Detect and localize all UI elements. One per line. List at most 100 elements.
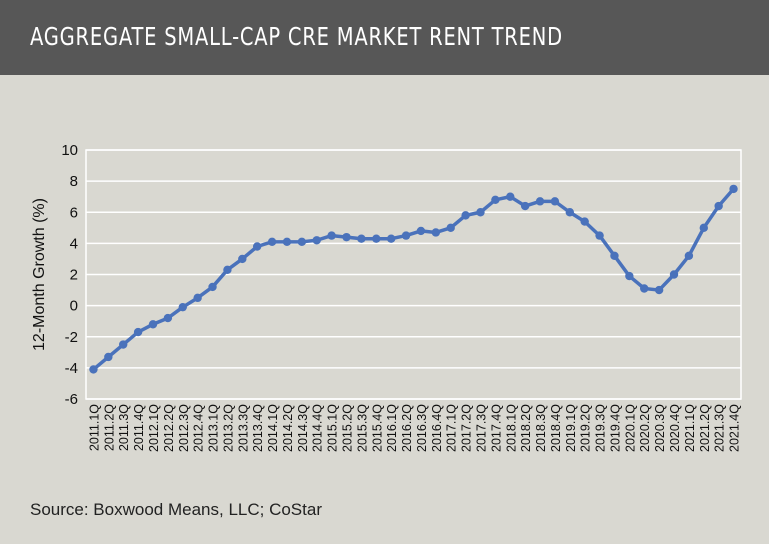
- data-point: [252, 242, 262, 251]
- x-tick-label: 2012.1Q: [147, 404, 161, 452]
- x-tick-label: 2020.3Q: [653, 404, 667, 452]
- x-tick-label: 2011.2Q: [102, 404, 116, 451]
- data-point: [178, 302, 187, 312]
- x-tick-label: 2012.2Q: [162, 404, 176, 452]
- data-point: [133, 327, 143, 337]
- data-point: [684, 251, 694, 261]
- data-point: [580, 217, 589, 226]
- x-tick-label: 2020.1Q: [623, 404, 637, 452]
- x-tick-label: 2021.2Q: [698, 404, 712, 452]
- x-tick-label: 2016.4Q: [430, 404, 444, 452]
- x-tick-label: 2013.3Q: [236, 404, 250, 452]
- y-tick-label: 2: [70, 267, 78, 284]
- x-tick-label: 2017.1Q: [445, 404, 459, 452]
- data-point: [148, 320, 158, 329]
- data-point: [416, 226, 426, 236]
- x-tick-label: 2021.1Q: [683, 404, 697, 452]
- series-line: [92, 187, 735, 371]
- x-tick-label: 2019.4Q: [608, 404, 622, 452]
- x-tick-label: 2012.4Q: [192, 404, 206, 452]
- x-tick-label: 2019.3Q: [594, 404, 608, 452]
- x-tick-label: 2021.4Q: [728, 404, 742, 452]
- y-tick-label: -4: [65, 360, 78, 377]
- x-tick-label: 2016.1Q: [385, 404, 399, 452]
- x-tick-label: 2020.4Q: [668, 404, 682, 452]
- data-point: [610, 251, 619, 261]
- y-tick-label: -2: [65, 329, 78, 346]
- data-point: [297, 237, 307, 247]
- y-tick-label: -6: [65, 391, 78, 408]
- x-tick-label: 2011.4Q: [132, 404, 146, 451]
- data-point: [699, 223, 708, 233]
- x-tick-label: 2012.3Q: [177, 404, 191, 452]
- x-tick-label: 2015.2Q: [341, 404, 355, 452]
- data-point: [372, 234, 381, 243]
- x-tick-label: 2014.2Q: [281, 404, 295, 452]
- x-tick-label: 2018.4Q: [549, 404, 563, 452]
- data-point: [119, 340, 128, 349]
- data-point: [654, 285, 664, 295]
- data-point: [491, 195, 500, 204]
- data-point: [565, 208, 575, 217]
- x-tick-label: 2021.3Q: [713, 404, 727, 452]
- data-point: [506, 192, 515, 201]
- header-bar: AGGREGATE SMALL-CAP CRE MARKET RENT TREN…: [0, 0, 769, 75]
- data-point: [401, 231, 411, 240]
- data-point: [446, 223, 455, 233]
- y-tick-label: 4: [70, 235, 78, 252]
- y-tick-label: 0: [70, 298, 78, 315]
- x-tick-label: 2011.3Q: [117, 404, 131, 451]
- data-point: [625, 271, 634, 281]
- x-tick-label: 2013.4Q: [251, 404, 265, 452]
- data-point: [238, 254, 247, 264]
- x-tick-label: 2011.1Q: [87, 404, 101, 451]
- data-point: [193, 293, 202, 303]
- data-point: [535, 197, 545, 206]
- x-tick-label: 2013.2Q: [221, 404, 235, 452]
- y-tick-label: 10: [61, 142, 78, 159]
- data-point: [714, 201, 723, 211]
- data-point: [386, 234, 396, 243]
- x-tick-label: 2018.3Q: [534, 404, 548, 452]
- data-point: [267, 237, 277, 247]
- source-note: Source: Boxwood Means, LLC; CoStar: [30, 500, 322, 519]
- x-tick-label: 2020.2Q: [638, 404, 652, 452]
- data-point: [595, 231, 604, 240]
- data-point: [476, 208, 485, 217]
- data-point: [89, 365, 98, 374]
- data-point: [431, 228, 441, 237]
- x-tick-label: 2017.2Q: [460, 404, 474, 452]
- x-tick-label: 2018.1Q: [504, 404, 518, 452]
- y-tick-label: 8: [70, 173, 78, 190]
- data-point: [520, 201, 530, 211]
- x-tick-label: 2015.1Q: [326, 404, 340, 452]
- x-tick-label: 2019.1Q: [564, 404, 578, 452]
- data-point: [312, 236, 321, 245]
- x-tick-label: 2014.3Q: [296, 404, 310, 452]
- x-tick-label: 2015.4Q: [370, 404, 384, 452]
- data-point: [640, 284, 649, 293]
- x-tick-label: 2015.3Q: [355, 404, 369, 452]
- chart-title: AGGREGATE SMALL-CAP CRE MARKET RENT TREN…: [30, 22, 563, 51]
- data-point: [163, 313, 173, 323]
- y-axis-label: 12-Month Growth (%): [31, 198, 48, 351]
- data-point: [357, 234, 366, 243]
- x-tick-label: 2016.2Q: [400, 404, 414, 452]
- x-tick-label: 2018.2Q: [519, 404, 533, 452]
- data-point: [104, 352, 113, 362]
- data-point: [342, 232, 351, 242]
- x-tick-label: 2013.1Q: [207, 404, 221, 452]
- data-point: [550, 197, 560, 206]
- x-tick-label: 2019.2Q: [579, 404, 593, 452]
- data-point: [461, 211, 470, 220]
- x-tick-label: 2017.3Q: [474, 404, 488, 452]
- x-tick-label: 2014.1Q: [266, 404, 280, 452]
- data-point: [327, 231, 336, 240]
- data-point: [282, 237, 292, 247]
- x-tick-label: 2016.3Q: [415, 404, 429, 452]
- y-tick-label: 6: [70, 204, 78, 221]
- data-point: [729, 184, 738, 194]
- data-point: [223, 265, 232, 275]
- data-point: [208, 282, 217, 292]
